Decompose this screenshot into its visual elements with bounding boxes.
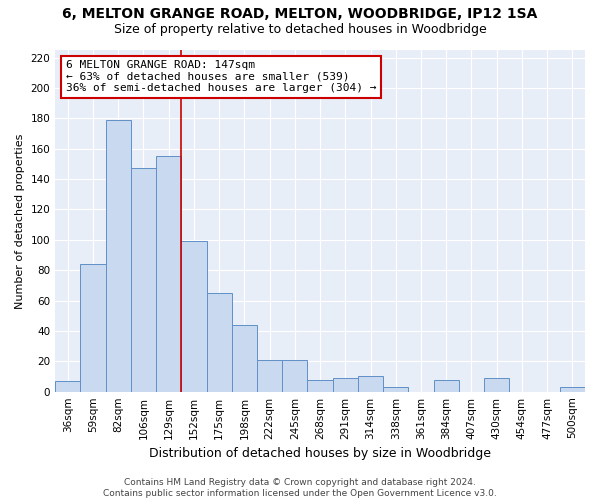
Text: 6, MELTON GRANGE ROAD, MELTON, WOODBRIDGE, IP12 1SA: 6, MELTON GRANGE ROAD, MELTON, WOODBRIDG… bbox=[62, 8, 538, 22]
Bar bbox=[560, 387, 585, 392]
Bar bbox=[282, 360, 307, 392]
X-axis label: Distribution of detached houses by size in Woodbridge: Distribution of detached houses by size … bbox=[149, 447, 491, 460]
Bar bbox=[156, 156, 181, 392]
Bar bbox=[55, 381, 80, 392]
Bar bbox=[484, 378, 509, 392]
Bar bbox=[181, 242, 206, 392]
Bar bbox=[358, 376, 383, 392]
Bar bbox=[106, 120, 131, 392]
Text: Size of property relative to detached houses in Woodbridge: Size of property relative to detached ho… bbox=[113, 22, 487, 36]
Bar bbox=[332, 378, 358, 392]
Bar bbox=[80, 264, 106, 392]
Y-axis label: Number of detached properties: Number of detached properties bbox=[15, 133, 25, 308]
Bar bbox=[434, 380, 459, 392]
Bar bbox=[307, 380, 332, 392]
Bar bbox=[131, 168, 156, 392]
Text: Contains HM Land Registry data © Crown copyright and database right 2024.
Contai: Contains HM Land Registry data © Crown c… bbox=[103, 478, 497, 498]
Text: 6 MELTON GRANGE ROAD: 147sqm
← 63% of detached houses are smaller (539)
36% of s: 6 MELTON GRANGE ROAD: 147sqm ← 63% of de… bbox=[66, 60, 376, 94]
Bar bbox=[206, 293, 232, 392]
Bar bbox=[257, 360, 282, 392]
Bar bbox=[232, 325, 257, 392]
Bar bbox=[383, 387, 409, 392]
